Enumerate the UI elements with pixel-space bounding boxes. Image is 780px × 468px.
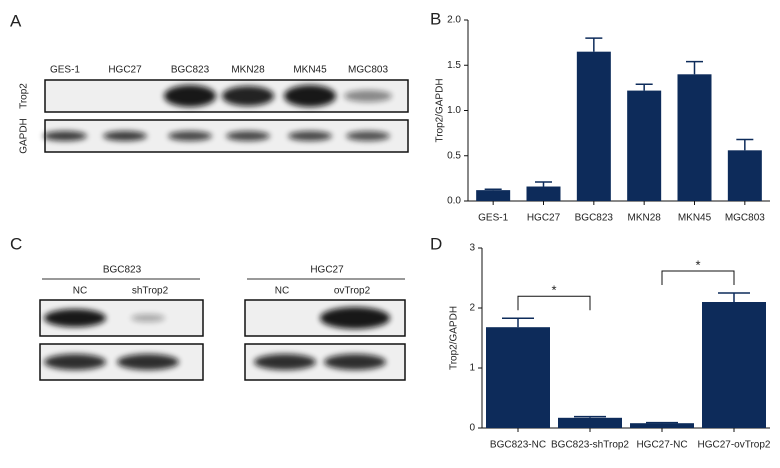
- row-label: Trop2: [19, 83, 30, 109]
- y-tick-label: 3: [469, 243, 475, 254]
- significance-bracket: [661, 270, 735, 285]
- significance-label: *: [695, 257, 700, 272]
- lane-label: MKN28: [231, 65, 265, 76]
- blot-band: [44, 309, 106, 327]
- bar: [476, 190, 511, 201]
- panel-letter: D: [430, 234, 442, 253]
- lane-label: MGC803: [348, 65, 388, 76]
- x-tick-label: HGC27: [527, 213, 561, 224]
- bar: [526, 186, 561, 201]
- blot-band: [284, 85, 336, 107]
- x-tick-label: HGC27-NC: [636, 440, 687, 451]
- blot-band: [346, 131, 390, 141]
- blot-band: [324, 354, 386, 370]
- group-title: BGC823: [103, 265, 142, 276]
- blot-band: [43, 131, 87, 141]
- blot-band: [131, 314, 165, 322]
- panel-letter: C: [10, 234, 22, 253]
- bar: [702, 302, 766, 428]
- blot-band: [288, 131, 332, 141]
- blot-band: [222, 86, 274, 106]
- x-tick-label: MKN45: [678, 213, 712, 224]
- y-axis-label: Trop2/GAPDH: [435, 78, 446, 142]
- bar: [558, 417, 622, 428]
- y-tick-label: 1.0: [447, 105, 461, 116]
- x-tick-label: MGC803: [725, 213, 765, 224]
- lane-label: HGC27: [108, 65, 142, 76]
- error-bar: [535, 181, 552, 187]
- lane-label: MKN45: [293, 65, 327, 76]
- y-axis-label: Trop2/GAPDH: [449, 306, 460, 370]
- bar: [677, 74, 712, 201]
- blot-band: [103, 131, 147, 141]
- lane-label: NC: [73, 286, 87, 297]
- error-bar: [574, 415, 606, 418]
- error-bar: [736, 138, 754, 151]
- error-bar: [646, 421, 678, 424]
- blot-band: [320, 307, 390, 329]
- x-tick-label: MKN28: [627, 213, 661, 224]
- bar: [727, 150, 762, 201]
- blot-band: [168, 131, 212, 141]
- y-tick-label: 2.0: [447, 15, 461, 26]
- x-tick-label: BGC823-NC: [490, 440, 546, 451]
- significance-bracket: [517, 295, 591, 311]
- blot-band: [344, 90, 392, 102]
- y-tick-label: 2: [469, 303, 475, 314]
- y-tick-label: 0.0: [447, 196, 461, 207]
- error-bar: [502, 317, 534, 328]
- error-bar: [686, 60, 703, 75]
- bar: [486, 327, 550, 428]
- y-tick-label: 0.5: [447, 150, 461, 161]
- blot-band: [117, 354, 179, 370]
- bar: [576, 51, 611, 201]
- significance-label: *: [551, 283, 556, 298]
- lane-label: NC: [275, 286, 289, 297]
- x-tick-label: BGC823: [575, 213, 614, 224]
- y-tick-label: 1: [469, 363, 475, 374]
- lane-label: ovTrop2: [334, 286, 371, 297]
- x-tick-label: HGC27-ovTrop2: [698, 440, 771, 451]
- error-bar: [718, 292, 750, 302]
- panel-letter: B: [430, 9, 441, 28]
- x-tick-label: GES-1: [478, 213, 508, 224]
- lane-label: shTrop2: [132, 286, 169, 297]
- panel-letter: A: [10, 11, 22, 30]
- error-bar: [635, 83, 653, 91]
- lane-label: GES-1: [50, 65, 80, 76]
- blot-band: [254, 354, 316, 370]
- blot-band: [164, 85, 216, 107]
- bar: [627, 90, 662, 201]
- error-bar: [484, 188, 502, 191]
- group-title: HGC27: [310, 265, 344, 276]
- error-bar: [585, 37, 603, 52]
- bar: [630, 423, 694, 428]
- y-tick-label: 0: [469, 423, 475, 434]
- row-label: GAPDH: [19, 118, 30, 154]
- blot-band: [44, 354, 106, 370]
- blot-band: [226, 131, 270, 141]
- x-tick-label: BGC823-shTrop2: [551, 440, 629, 451]
- lane-label: BGC823: [171, 65, 210, 76]
- y-tick-label: 1.5: [447, 60, 461, 71]
